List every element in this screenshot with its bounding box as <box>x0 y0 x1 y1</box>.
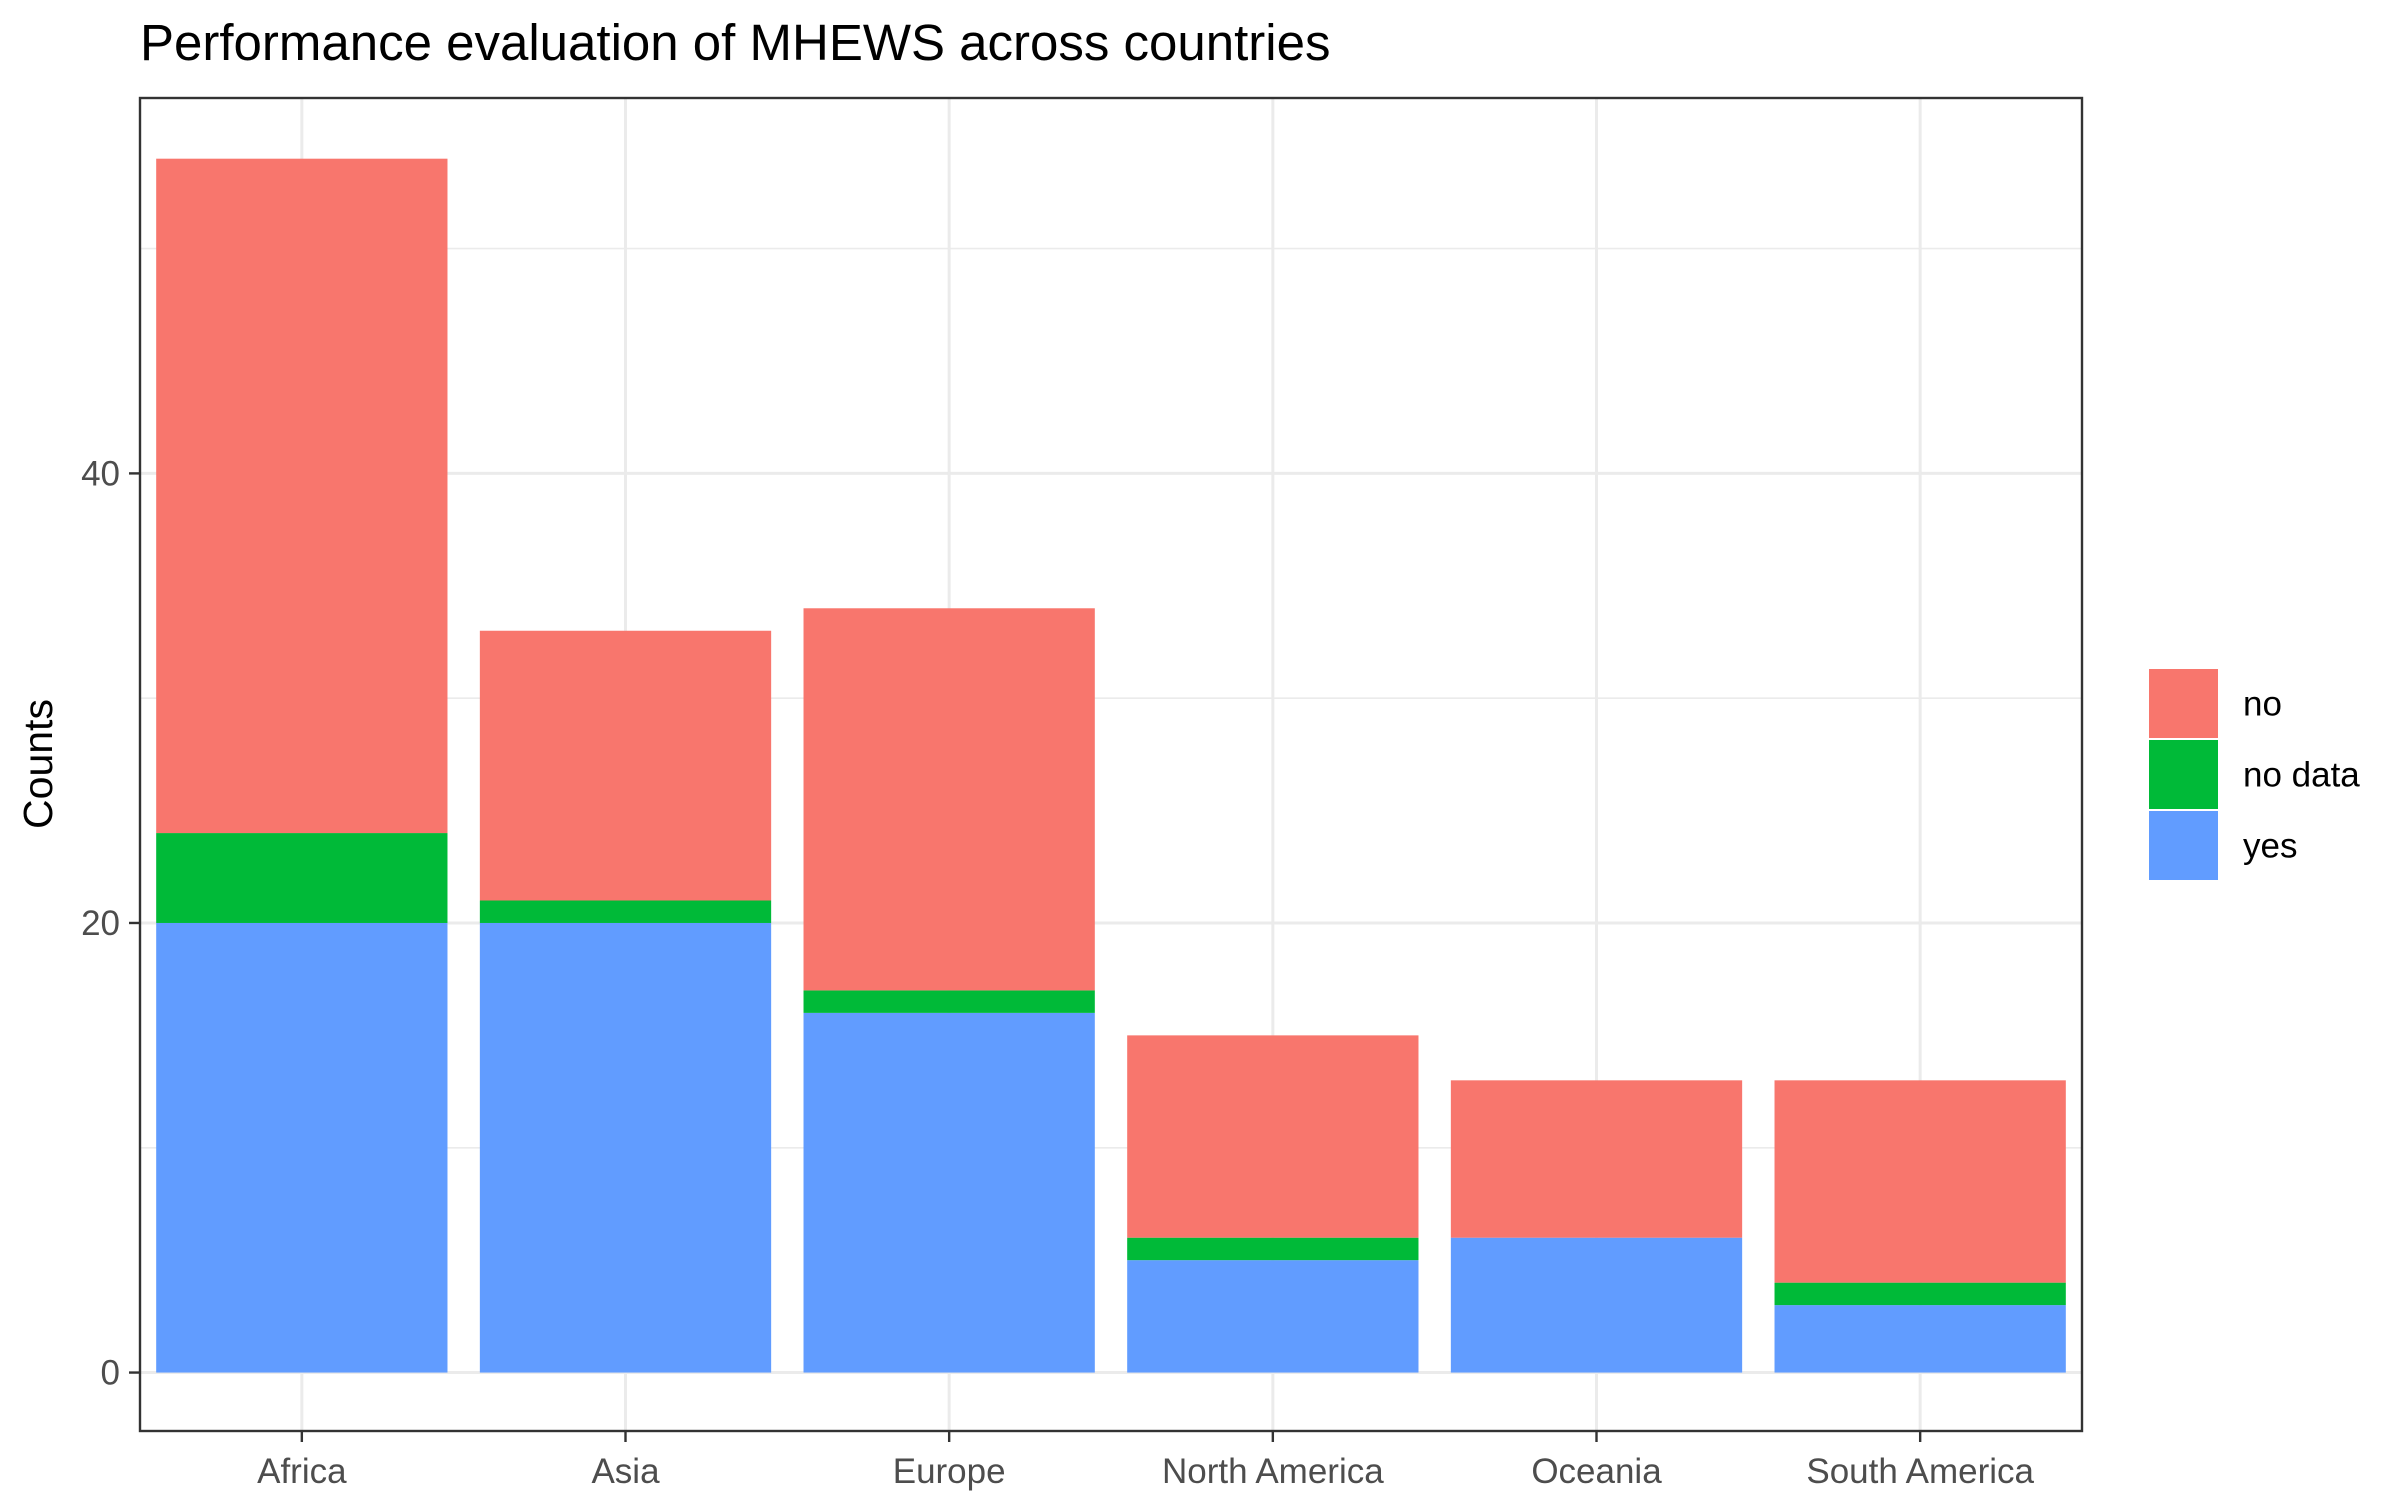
bar-north-america-yes <box>1127 1260 1419 1373</box>
bar-africa-yes <box>156 922 448 1373</box>
legend-label: no data <box>2243 756 2360 795</box>
x-axis: Africa Asia Europe North America Oceania Sout… <box>257 1431 2035 1491</box>
x-tick-label: Europe <box>893 1452 1006 1491</box>
x-tick-label: Asia <box>591 1452 660 1491</box>
plot-background <box>140 98 2082 1431</box>
chart-title: Performance evaluation of MHEWS across c… <box>140 14 1330 71</box>
y-axis-title: Counts <box>15 699 61 829</box>
bar-north-america-no <box>1127 1035 1419 1238</box>
bar-oceania-yes <box>1450 1237 1743 1373</box>
y-tick-label: 20 <box>81 904 120 943</box>
legend-key-yes <box>2147 809 2220 882</box>
legend-label: yes <box>2243 827 2297 866</box>
bar-europe-yes <box>803 1012 1095 1373</box>
plot-panel <box>138 96 2084 1433</box>
bar-south-america-no <box>1774 1080 2066 1283</box>
bar-north-america-no-data <box>1127 1237 1419 1261</box>
bar-asia-no <box>479 630 772 901</box>
x-tick-label: Africa <box>257 1452 347 1491</box>
bar-south-america-no-data <box>1774 1282 2066 1306</box>
bar-africa-no <box>156 158 448 834</box>
bar-oceania-no <box>1450 1080 1743 1238</box>
y-tick-label: 40 <box>81 454 120 493</box>
legend-key-no <box>2147 667 2220 740</box>
x-tick-label: South America <box>1806 1452 2034 1491</box>
legend-label: no <box>2243 685 2282 724</box>
bar-europe-no-data <box>803 990 1095 1013</box>
legend-key-no-data <box>2147 738 2220 811</box>
y-axis: 0 20 40 <box>81 454 140 1393</box>
bars <box>156 158 2066 1373</box>
legend: no no data yes <box>2147 667 2360 882</box>
x-tick-label: North America <box>1162 1452 1384 1491</box>
bar-south-america-yes <box>1774 1305 2066 1373</box>
x-tick-label: Oceania <box>1531 1452 1662 1491</box>
plot-border <box>138 96 2084 1433</box>
bar-asia-yes <box>479 922 772 1373</box>
bar-asia-no-data <box>479 900 772 923</box>
bar-europe-no <box>803 608 1095 991</box>
y-tick-label: 0 <box>101 1354 120 1393</box>
bar-africa-no-data <box>156 833 448 923</box>
